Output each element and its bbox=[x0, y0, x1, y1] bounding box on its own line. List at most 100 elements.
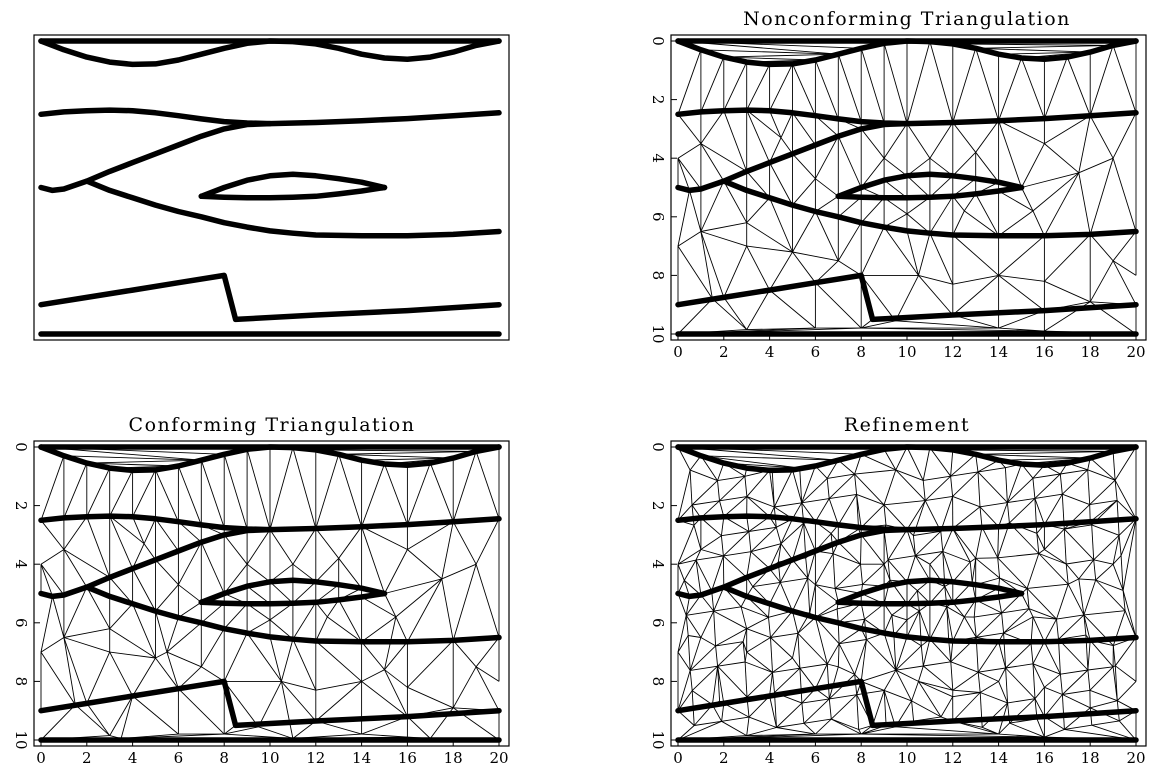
mesh-edge bbox=[799, 668, 803, 704]
mesh-edge bbox=[952, 671, 979, 691]
mesh-edge bbox=[723, 245, 748, 298]
y-tick-label: 8 bbox=[649, 271, 667, 281]
mesh-edge bbox=[693, 525, 702, 550]
mesh-edge bbox=[407, 549, 443, 580]
mesh-edge bbox=[742, 628, 748, 642]
mesh-edge bbox=[973, 599, 977, 618]
mesh-edge bbox=[975, 453, 1091, 459]
mesh-edge bbox=[109, 603, 133, 630]
horizon-line bbox=[721, 178, 1139, 239]
y-tick-label: 10 bbox=[12, 730, 30, 749]
mesh-edge bbox=[178, 521, 202, 543]
mesh-edge bbox=[406, 462, 431, 525]
mesh-edge bbox=[918, 665, 924, 682]
mesh-edge bbox=[1063, 528, 1095, 561]
mesh-edge bbox=[906, 123, 931, 159]
mesh-edge bbox=[720, 535, 724, 556]
mesh-edge bbox=[827, 663, 839, 668]
mesh-edge bbox=[1007, 698, 1036, 704]
mesh-edge bbox=[895, 275, 919, 322]
mesh-edge bbox=[361, 457, 454, 461]
mesh-edge bbox=[792, 657, 801, 669]
mesh-edge bbox=[695, 560, 702, 596]
mesh-edge bbox=[826, 478, 830, 499]
mesh-edge bbox=[950, 476, 954, 497]
mesh-edge bbox=[712, 298, 748, 330]
panel-title: Nonconforming Triangulation bbox=[743, 8, 1071, 30]
mesh-edge bbox=[327, 616, 362, 643]
mesh-edge bbox=[86, 467, 111, 517]
mesh-edge bbox=[768, 617, 771, 638]
x-tick-label: 6 bbox=[811, 343, 821, 361]
mesh-edge bbox=[1083, 610, 1126, 616]
mesh-edge bbox=[223, 603, 248, 630]
mesh-edge bbox=[1044, 493, 1063, 525]
mesh-edge bbox=[700, 110, 725, 144]
mesh-edge bbox=[475, 666, 500, 711]
mesh-edge bbox=[1064, 524, 1092, 530]
mesh-edge bbox=[883, 632, 897, 671]
mesh-edge bbox=[280, 681, 294, 739]
mesh-edge bbox=[906, 500, 926, 530]
mesh-edge bbox=[815, 282, 862, 329]
mesh-edge bbox=[827, 473, 855, 479]
mesh-edge bbox=[1004, 467, 1008, 503]
mesh-edge bbox=[975, 557, 1000, 579]
mesh-edge bbox=[63, 637, 76, 705]
mesh-edge bbox=[1044, 234, 1091, 282]
mesh-edge bbox=[315, 528, 340, 559]
mesh-edge bbox=[923, 661, 951, 667]
mesh-edge bbox=[815, 135, 839, 179]
horizon-line bbox=[675, 120, 910, 194]
mesh-edge bbox=[74, 704, 111, 736]
mesh-edge bbox=[799, 467, 803, 503]
mesh-edge bbox=[860, 534, 862, 565]
mesh-edge bbox=[1089, 260, 1114, 303]
x-tick-label: 18 bbox=[1081, 749, 1100, 767]
x-tick-label: 6 bbox=[174, 749, 184, 767]
mesh-edge bbox=[807, 578, 811, 614]
mesh-edge bbox=[839, 639, 867, 645]
mesh-edge bbox=[780, 518, 793, 544]
mesh-edge bbox=[223, 681, 259, 728]
mesh-edge bbox=[40, 704, 76, 741]
mesh-edge bbox=[861, 726, 896, 735]
mesh-edge bbox=[838, 459, 855, 475]
mesh-edge bbox=[292, 447, 317, 529]
mesh-edge bbox=[178, 584, 202, 603]
mesh-edge bbox=[384, 669, 408, 717]
mesh-edge bbox=[998, 120, 1022, 188]
mesh-edge bbox=[772, 657, 793, 673]
x-tick-label: 8 bbox=[856, 343, 866, 361]
mesh-edge bbox=[63, 628, 110, 638]
panel-title: Conforming Triangulation bbox=[129, 414, 416, 436]
mesh-edge bbox=[742, 641, 746, 663]
mesh-edge bbox=[1089, 707, 1093, 726]
mesh-edge bbox=[940, 531, 944, 552]
horizon-line bbox=[38, 678, 502, 729]
panel-frame bbox=[33, 440, 510, 747]
mesh-edge bbox=[838, 196, 862, 218]
mesh-edge bbox=[1078, 115, 1091, 173]
mesh-edge bbox=[830, 694, 858, 720]
mesh-edge bbox=[1058, 639, 1061, 675]
mesh-edge bbox=[776, 702, 803, 728]
mesh-edge bbox=[1089, 45, 1114, 116]
panel-conforming: Conforming Triangulation 0 2 4 6 8 10 12 14 16 18… bbox=[12, 414, 510, 767]
mesh-edge bbox=[883, 123, 908, 159]
mesh-edge bbox=[776, 722, 804, 728]
mesh-edge bbox=[922, 447, 931, 481]
mesh-edge bbox=[223, 563, 248, 594]
mesh-edge bbox=[132, 543, 145, 569]
mesh-edge bbox=[200, 542, 225, 594]
mesh-edge bbox=[86, 462, 179, 467]
mesh-edge bbox=[711, 666, 719, 705]
mesh-edge bbox=[677, 49, 702, 115]
mesh-edge bbox=[912, 535, 916, 556]
mesh-edge bbox=[132, 469, 156, 517]
mesh-edge bbox=[815, 115, 839, 137]
mesh-edge bbox=[792, 469, 803, 503]
mesh-edge bbox=[883, 449, 897, 471]
mesh-edge bbox=[1087, 640, 1091, 671]
mesh-edge bbox=[831, 718, 859, 730]
